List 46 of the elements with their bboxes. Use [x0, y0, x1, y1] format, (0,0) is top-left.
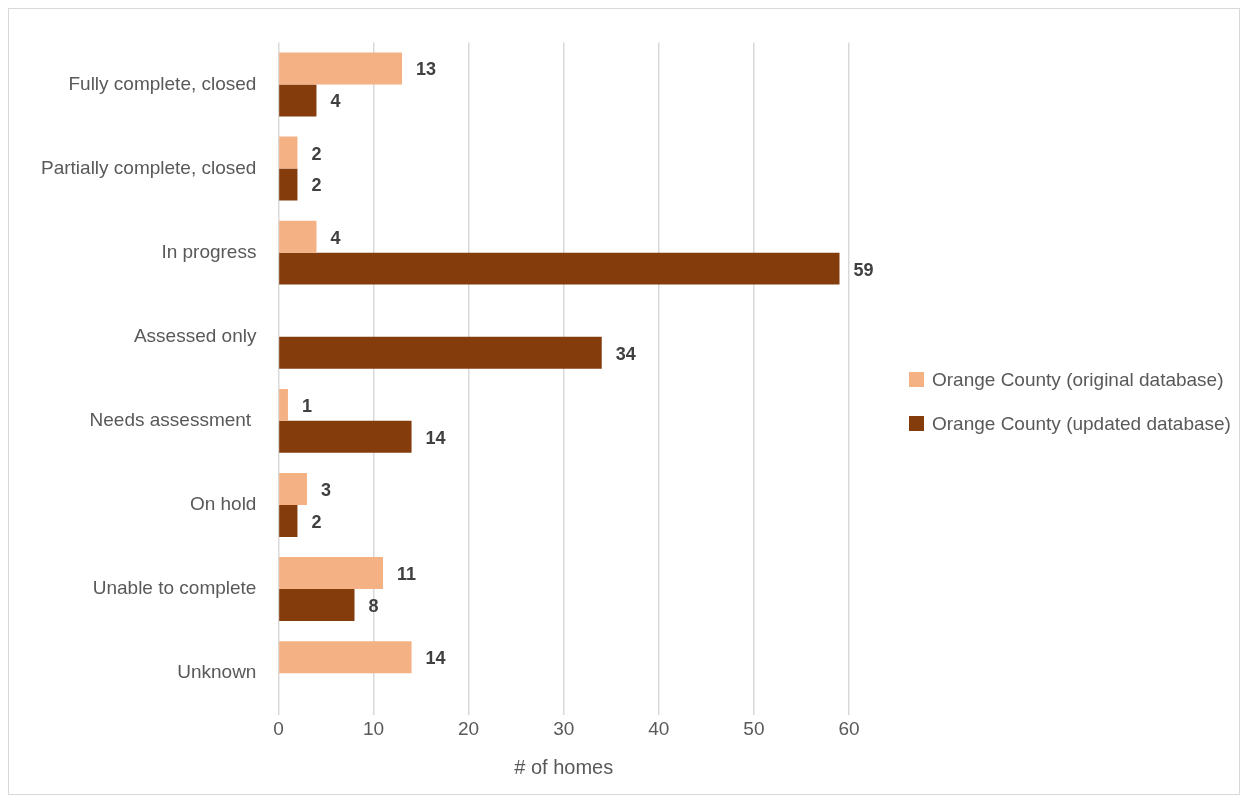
x-tick-label: 60 — [838, 717, 860, 739]
legend-label: Orange County (original database) — [932, 368, 1224, 391]
x-tick-label: 0 — [273, 717, 284, 739]
data-label: 8 — [368, 596, 379, 616]
y-tick-label: Fully complete, closed — [68, 72, 257, 94]
bar — [279, 252, 840, 285]
data-label: 1 — [301, 395, 312, 416]
y-tick-label: Needs assessment — [89, 409, 257, 431]
bar — [279, 136, 298, 169]
bar — [279, 52, 403, 85]
y-tick-label: Assessed only — [133, 324, 257, 346]
y-tick-label: In progress — [161, 240, 257, 262]
x-axis-title: # of homes — [514, 755, 614, 778]
bar — [279, 504, 298, 537]
bar — [279, 589, 355, 622]
x-tick-label: 50 — [743, 717, 765, 739]
bar — [279, 420, 412, 453]
y-tick-label: Unknown — [177, 661, 257, 683]
y-tick-label: Unable to complete — [92, 577, 257, 599]
y-tick-label: Partially complete, closed — [40, 156, 257, 178]
x-tick-label: 40 — [648, 717, 670, 739]
data-label: 34 — [615, 343, 636, 364]
data-label: 14 — [425, 648, 446, 669]
bar — [279, 168, 298, 201]
bar — [279, 336, 602, 369]
x-tick-label: 30 — [553, 717, 575, 739]
data-label: 4 — [330, 227, 341, 248]
bar — [279, 641, 412, 674]
data-label: 14 — [425, 427, 446, 448]
y-tick-label: On hold — [189, 493, 257, 515]
x-tick-label: 20 — [458, 717, 480, 739]
data-label: 2 — [311, 143, 322, 164]
data-label: 13 — [416, 59, 437, 80]
data-label: 59 — [853, 259, 874, 280]
data-label: 2 — [311, 175, 322, 196]
bar — [279, 557, 384, 590]
bar — [279, 220, 317, 253]
bar — [279, 472, 307, 505]
data-label: 4 — [330, 91, 341, 112]
x-tick-label: 10 — [362, 717, 385, 739]
data-label: 2 — [311, 511, 322, 532]
bar — [279, 388, 288, 421]
data-label: 3 — [320, 479, 331, 500]
legend-label: Orange County (updated database) — [932, 412, 1231, 435]
data-label: 11 — [397, 564, 417, 585]
bar — [279, 84, 317, 117]
